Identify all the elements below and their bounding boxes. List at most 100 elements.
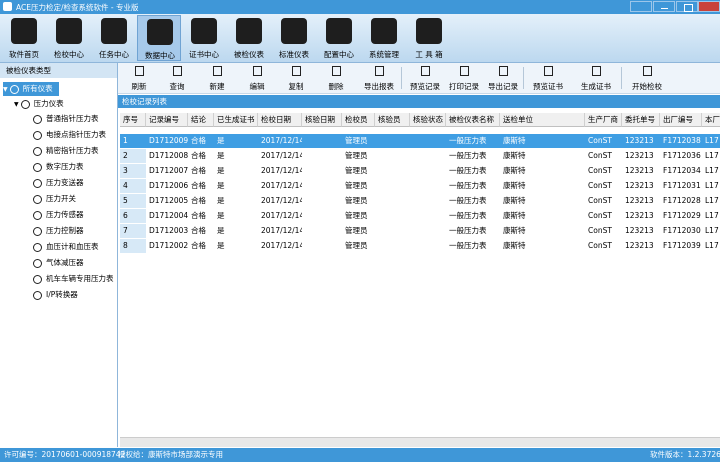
tree-item[interactable]: 压力变送器 — [33, 176, 84, 190]
toolbar-button[interactable]: 刷新 — [120, 64, 158, 92]
table-cell: ConST — [588, 151, 612, 160]
tree-item[interactable]: 压力开关 — [33, 192, 76, 206]
nav-bar: 软件首页 检校中心 任务中心 数据中心 证书中心 被检仪表 标准仪表 配置中心 系统管理 工 具 … — [0, 14, 720, 63]
column-header[interactable]: 核验员 — [375, 113, 410, 127]
table-row[interactable]: 5 D1712005 合格 是 2017/12/14 管理员 一般压力表 康斯特 ConST 12… — [120, 194, 720, 208]
nav-item[interactable]: 数据中心 — [137, 15, 181, 61]
table-row[interactable]: 2 D1712008 合格 是 2017/12/14 管理员 一般压力表 康斯特 ConST 12… — [120, 149, 720, 163]
toolbar-button[interactable]: 打印记录 — [445, 64, 483, 92]
table-row[interactable]: 1 D1712009 合格 是 2017/12/14 管理员 一般压力表 康斯特 ConST 12… — [120, 134, 720, 148]
table-cell: 一般压力表 — [449, 196, 487, 205]
tree-item[interactable]: 精密指针压力表 — [33, 144, 99, 158]
toolbar-button[interactable]: 查询 — [158, 64, 196, 92]
toolbar-label: 打印记录 — [449, 82, 479, 91]
nav-item[interactable]: 软件首页 — [2, 15, 46, 61]
table-cell: 管理员 — [345, 166, 368, 175]
table-row[interactable]: 6 D1712004 合格 是 2017/12/14 管理员 一般压力表 康斯特 ConST 12… — [120, 209, 720, 223]
table-cell: F1712031 — [663, 181, 701, 190]
table-cell: F1712034 — [663, 166, 701, 175]
toolbar-button[interactable]: 删除 — [317, 64, 355, 92]
nav-item[interactable]: 被检仪表 — [227, 15, 271, 61]
column-header[interactable]: 被检仪表名称 — [446, 113, 500, 127]
tree-item[interactable]: 血压计和血压表 — [33, 240, 99, 254]
toolbar-label: 导出记录 — [488, 82, 518, 91]
nav-item[interactable]: 检校中心 — [47, 15, 91, 61]
table-row[interactable]: 3 D1712007 合格 是 2017/12/14 管理员 一般压力表 康斯特 ConST 12… — [120, 164, 720, 178]
table-cell: 3 — [120, 164, 146, 178]
table-cell: 123213 — [625, 166, 654, 175]
tree-item[interactable]: 普通指针压力表 — [33, 112, 99, 126]
nav-icon — [281, 18, 307, 44]
column-header[interactable]: 检校日期 — [258, 113, 302, 127]
column-header[interactable]: 检校员 — [342, 113, 375, 127]
table-cell: ConST — [588, 166, 612, 175]
tree-item[interactable]: 数字压力表 — [33, 160, 84, 174]
table-cell: 7 — [120, 224, 146, 238]
table-cell: 康斯特 — [503, 226, 526, 235]
pin-button[interactable] — [630, 1, 652, 12]
tree-label: 压力开关 — [46, 194, 76, 203]
table-row[interactable]: 8 D1712002 合格 是 2017/12/14 管理员 一般压力表 康斯特 ConST 12… — [120, 239, 720, 253]
table-row[interactable]: 7 D1712003 合格 是 2017/12/14 管理员 一般压力表 康斯特 ConST 12… — [120, 224, 720, 238]
table-cell: 是 — [217, 136, 225, 145]
toolbar-button[interactable]: 生成证书 — [577, 64, 615, 92]
tree-item[interactable]: 机车车辆专用压力表 — [33, 272, 114, 286]
nav-item[interactable]: 系统管理 — [362, 15, 406, 61]
nav-item[interactable]: 标准仪表 — [272, 15, 316, 61]
column-header[interactable]: 生产厂商 — [585, 113, 622, 127]
toolbar-button[interactable]: 预览记录 — [406, 64, 444, 92]
table-cell: 合格 — [191, 226, 206, 235]
tree-item[interactable]: I/P转换器 — [33, 288, 78, 302]
column-header[interactable]: 序号 — [120, 113, 146, 127]
toolbar-label: 刷新 — [131, 82, 147, 91]
tree-item[interactable]: 压力传感器 — [33, 208, 84, 222]
table-cell: 2017/12/14 — [261, 226, 302, 235]
close-button[interactable] — [698, 1, 720, 12]
toolbar-button[interactable]: 导出记录 — [484, 64, 522, 92]
tree-item[interactable]: 气体减压器 — [33, 256, 84, 270]
toolbar-button[interactable]: 预览证书 — [529, 64, 567, 92]
column-header[interactable]: 委托单号 — [622, 113, 660, 127]
table-cell: D1712004 — [149, 211, 188, 220]
toolbar-button[interactable]: 复制 — [277, 64, 315, 92]
toolbar-button[interactable]: 新建 — [198, 64, 236, 92]
column-header[interactable]: 本厂 — [702, 113, 720, 127]
toolbar-icon — [253, 66, 262, 76]
column-header[interactable]: 出厂编号 — [660, 113, 702, 127]
column-header[interactable]: 已生成证书 — [214, 113, 258, 127]
toolbar-icon — [421, 66, 430, 76]
nav-item[interactable]: 配置中心 — [317, 15, 361, 61]
nav-item[interactable]: 证书中心 — [182, 15, 226, 61]
table-cell: F1712028 — [663, 196, 701, 205]
toolbar-button[interactable]: 编辑 — [238, 64, 276, 92]
toolbar-button[interactable]: 导出报表 — [360, 64, 398, 92]
column-header[interactable]: 核验日期 — [302, 113, 342, 127]
tree-icon — [33, 178, 42, 188]
table-cell: 是 — [217, 226, 225, 235]
table-row[interactable]: 4 D1712006 合格 是 2017/12/14 管理员 一般压力表 康斯特 ConST 12… — [120, 179, 720, 193]
tree-group[interactable]: ▼ 压力仪表 — [14, 97, 64, 111]
table-cell: ConST — [588, 226, 612, 235]
nav-icon — [56, 18, 82, 44]
column-header[interactable]: 记录编号 — [146, 113, 188, 127]
tree-icon — [33, 258, 42, 268]
tree-item[interactable]: 电接点指针压力表 — [33, 128, 106, 142]
minimize-button[interactable] — [653, 1, 675, 12]
column-header[interactable]: 送检单位 — [500, 113, 585, 127]
column-header[interactable]: 结论 — [188, 113, 214, 127]
table-cell: D1712009 — [149, 136, 188, 145]
toolbar-button[interactable]: 开始检校 — [628, 64, 666, 92]
table-cell: 2017/12/14 — [261, 181, 302, 190]
table-cell: F1712036 — [663, 151, 701, 160]
nav-item[interactable]: 工 具 箱 — [407, 15, 451, 61]
column-header[interactable]: 核验状态 — [410, 113, 446, 127]
nav-label: 检校中心 — [54, 50, 84, 59]
tree-root[interactable]: ▼ 所有仪表 — [3, 82, 59, 96]
table-cell: ConST — [588, 136, 612, 145]
nav-item[interactable]: 任务中心 — [92, 15, 136, 61]
horizontal-scrollbar[interactable] — [120, 437, 720, 447]
toolbar-icon — [135, 66, 144, 76]
maximize-button[interactable] — [676, 1, 698, 12]
tree-item[interactable]: 压力控制器 — [33, 224, 84, 238]
nav-label: 标准仪表 — [279, 50, 309, 59]
